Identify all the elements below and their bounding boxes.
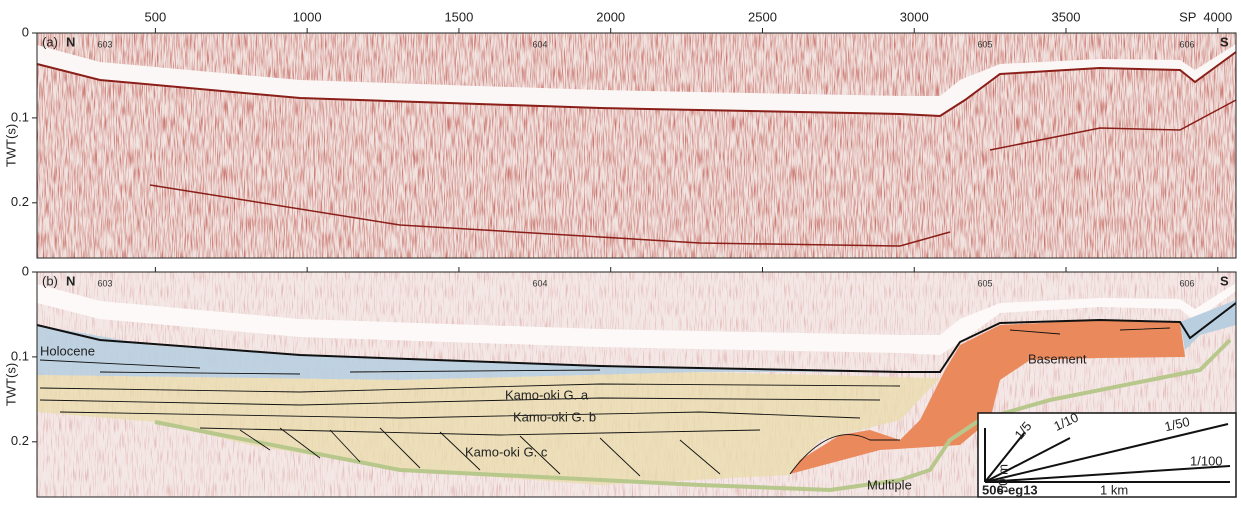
y-axis-label: TWT(s) <box>3 124 18 167</box>
x-tick-label: 3500 <box>1052 9 1081 24</box>
unit-label: Basement <box>1028 351 1087 366</box>
north-label: N <box>66 34 75 49</box>
unit-label: Holocene <box>40 343 95 358</box>
shotpoint-label: 605 <box>977 39 992 49</box>
unit-label: Multiple <box>867 477 912 492</box>
north-label: N <box>66 273 75 288</box>
line-id: 506-eg13 <box>982 482 1038 497</box>
panel-label: (b) <box>42 273 58 288</box>
shotpoint-label: 606 <box>1179 39 1194 49</box>
y-axis-label: TWT(s) <box>3 363 18 406</box>
shotpoint-label: 603 <box>97 39 112 49</box>
unit-label: Kamo-oki G. a <box>505 387 589 402</box>
south-label: S <box>1220 273 1229 288</box>
x-axis-label: SP <box>1179 9 1196 24</box>
shotpoint-label: 604 <box>532 39 547 49</box>
unit-label: Kamo-oki G. c <box>465 444 548 459</box>
slope-label: 1/100 <box>1190 453 1223 468</box>
y-tick-label: 0 <box>22 24 29 39</box>
x-tick-label: 1000 <box>293 9 322 24</box>
south-label: S <box>1220 34 1229 49</box>
panel-label: (a) <box>42 34 58 49</box>
y-tick-label: 0 <box>22 263 29 278</box>
y-tick-label: 0.1 <box>11 348 29 363</box>
horizontal-scale: 1 km <box>1100 482 1128 497</box>
x-tick-label: 4000 <box>1203 9 1232 24</box>
shotpoint-label: 604 <box>532 278 547 288</box>
y-tick-label: 0.2 <box>11 433 29 448</box>
unit-label: Kamo-oki G. b <box>513 409 596 424</box>
scale-box: 1/5 1/10 1/50 1/100 50 m 1 km 506-eg13 <box>978 410 1236 498</box>
y-tick-label: 0.2 <box>11 194 29 209</box>
x-tick-label: 2500 <box>748 9 777 24</box>
figure: Holocene Kamo-oki G. a Kamo-oki G. b Kam… <box>0 0 1241 501</box>
y-tick-label: 0.1 <box>11 109 29 124</box>
x-tick-label: 500 <box>145 9 167 24</box>
shotpoint-label: 606 <box>1179 278 1194 288</box>
x-tick-label: 2000 <box>596 9 625 24</box>
shotpoint-label: 603 <box>97 278 112 288</box>
x-tick-label: 1500 <box>444 9 473 24</box>
panel-a <box>37 33 1236 258</box>
shotpoint-label: 605 <box>977 278 992 288</box>
x-tick-label: 3000 <box>900 9 929 24</box>
